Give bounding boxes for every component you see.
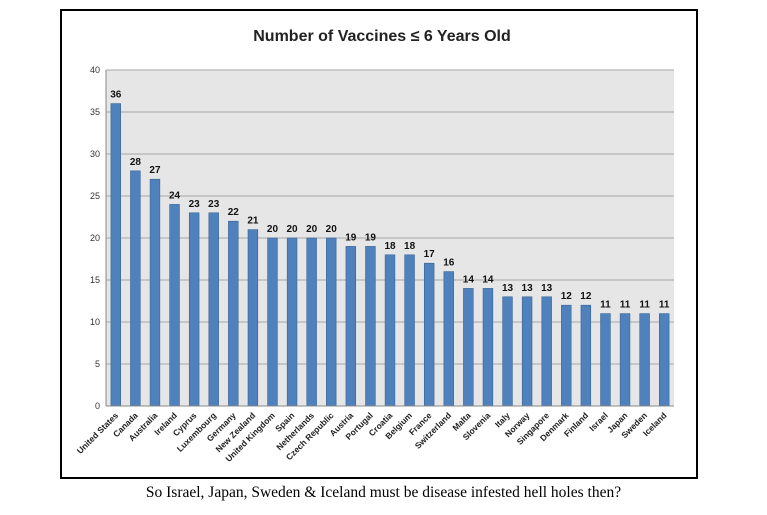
bar — [619, 313, 631, 407]
data-label: 19 — [365, 232, 377, 243]
bar — [639, 313, 650, 407]
y-tick-label: 40 — [90, 65, 100, 75]
data-label: 23 — [208, 199, 220, 210]
bar — [443, 271, 454, 407]
data-label: 11 — [639, 300, 650, 311]
bar — [286, 237, 298, 407]
data-label: 36 — [110, 90, 122, 101]
bar — [228, 220, 239, 407]
data-label: 14 — [482, 274, 494, 285]
bar — [365, 246, 376, 407]
data-label: 18 — [384, 241, 396, 252]
data-label: 11 — [620, 300, 631, 311]
bar — [149, 178, 161, 407]
bar — [423, 262, 435, 407]
y-tick-label: 10 — [90, 317, 100, 327]
bar — [384, 254, 396, 407]
bar — [130, 170, 141, 407]
bar — [188, 212, 200, 407]
y-tick-label: 20 — [90, 233, 100, 243]
y-axis-ticks: 0 5 10 15 20 25 30 35 40 — [90, 65, 100, 411]
bar — [247, 229, 259, 407]
y-tick-label: 5 — [95, 359, 100, 369]
bar — [502, 296, 513, 407]
data-label: 19 — [345, 232, 357, 243]
data-label: 20 — [306, 224, 318, 235]
data-label: 20 — [287, 224, 299, 235]
bar — [267, 237, 278, 407]
bar — [580, 304, 592, 407]
bar-chart: Number of Vaccines ≤ 6 Years Old 0 5 10 15 2… — [75, 28, 674, 464]
data-label: 28 — [130, 157, 142, 168]
bar — [110, 103, 121, 407]
bar — [561, 304, 572, 407]
bar — [521, 296, 533, 407]
bar — [541, 296, 552, 407]
bar — [482, 288, 494, 407]
bar — [169, 204, 180, 407]
data-label: 13 — [502, 283, 514, 294]
data-label: 11 — [600, 300, 611, 311]
bar — [463, 288, 474, 407]
data-label: 14 — [463, 274, 475, 285]
data-label: 13 — [541, 283, 553, 294]
data-label: 17 — [424, 249, 436, 260]
y-tick-label: 30 — [90, 149, 100, 159]
data-label: 24 — [169, 190, 181, 201]
x-axis-ticks: United StatesCanadaAustraliaIrelandCypru… — [75, 410, 669, 464]
bar — [600, 313, 611, 407]
data-label: 16 — [443, 258, 455, 269]
y-tick-label: 35 — [90, 107, 100, 117]
data-label: 11 — [659, 300, 670, 311]
bar — [345, 246, 357, 407]
data-label: 13 — [522, 283, 534, 294]
data-label: 21 — [247, 216, 259, 227]
data-label: 27 — [149, 165, 161, 176]
bar — [306, 237, 317, 407]
y-tick-label: 25 — [90, 191, 100, 201]
bar — [659, 313, 670, 407]
chart-title: Number of Vaccines ≤ 6 Years Old — [253, 28, 511, 45]
data-label: 12 — [561, 291, 573, 302]
bar — [404, 254, 415, 407]
data-labels: 36 28 27 24 23 23 22 21 20 20 20 20 19 19 18 18 17 16 14 14… — [110, 90, 670, 311]
caption-text: So Israel, Japan, Sweden & Iceland must … — [145, 484, 622, 501]
data-label: 12 — [580, 291, 592, 302]
data-label: 18 — [404, 241, 416, 252]
data-label: 20 — [326, 224, 338, 235]
bar — [208, 212, 219, 407]
y-tick-label: 0 — [95, 401, 100, 411]
bar — [326, 237, 337, 407]
data-label: 22 — [228, 207, 240, 218]
chart-frame: Number of Vaccines ≤ 6 Years Old 0 5 10 15 2… — [60, 9, 698, 479]
data-label: 20 — [267, 224, 279, 235]
data-label: 23 — [189, 199, 201, 210]
y-tick-label: 15 — [90, 275, 100, 285]
